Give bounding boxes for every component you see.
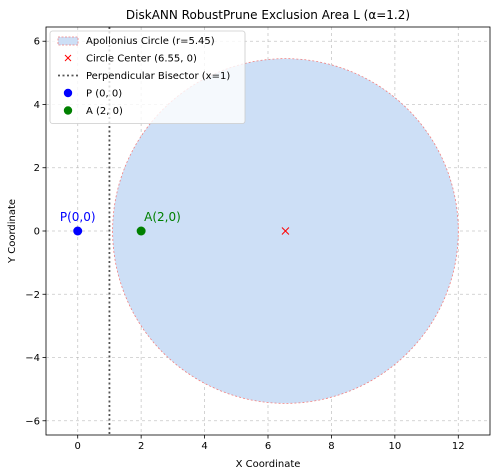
point-p — [73, 226, 83, 236]
y-tick-label: 4 — [34, 100, 40, 111]
y-tick-label: −4 — [25, 353, 40, 364]
x-tick-label: 6 — [265, 441, 271, 452]
legend-box — [49, 30, 246, 124]
x-axis-label: X Coordinate — [236, 459, 301, 470]
x-tick-label: 2 — [138, 441, 144, 452]
x-tick-label: 4 — [201, 441, 207, 452]
y-tick-label: 2 — [34, 163, 40, 174]
legend-label: A (2, 0) — [86, 106, 123, 117]
x-tick-label: 0 — [75, 441, 81, 452]
legend-swatch-center — [64, 54, 72, 62]
legend-label: Apollonius Circle (r=5.45) — [86, 36, 215, 47]
point-a — [136, 226, 146, 236]
legend-swatch-point-a — [63, 106, 73, 115]
point-label-p: P(0,0) — [60, 210, 96, 224]
point-label-a: A(2,0) — [144, 210, 181, 224]
y-tick-label: 0 — [34, 227, 40, 238]
x-tick-label: 10 — [388, 441, 401, 452]
x-tick-label: 12 — [452, 441, 465, 452]
y-tick-label: 6 — [34, 37, 40, 48]
circle-center-marker-stroke — [281, 227, 290, 235]
legend-label: P (0, 0) — [86, 89, 122, 100]
x-tick-label: 8 — [328, 441, 334, 452]
y-tick-label: −6 — [25, 416, 40, 427]
y-axis-label: Y Coordinate — [7, 199, 18, 264]
plot-area: P(0,0) A(2,0) 0 2 4 6 8 10 12 −6 −4 −2 0 2 4 6 Apolloniu… — [25, 26, 491, 452]
legend-swatch-point-p — [63, 88, 73, 98]
legend-label: Circle Center (6.55, 0) — [86, 54, 197, 65]
circle-center-marker — [281, 227, 290, 235]
y-tick-label: −2 — [25, 290, 40, 301]
legend-swatch-circle — [57, 36, 79, 46]
chart-title: DiskANN RobustPrune Exclusion Area L (α=… — [126, 8, 410, 22]
legend-label: Perpendicular Bisector (x=1) — [86, 71, 230, 82]
legend: Apollonius Circle (r=5.45) Circle Center … — [49, 30, 246, 124]
